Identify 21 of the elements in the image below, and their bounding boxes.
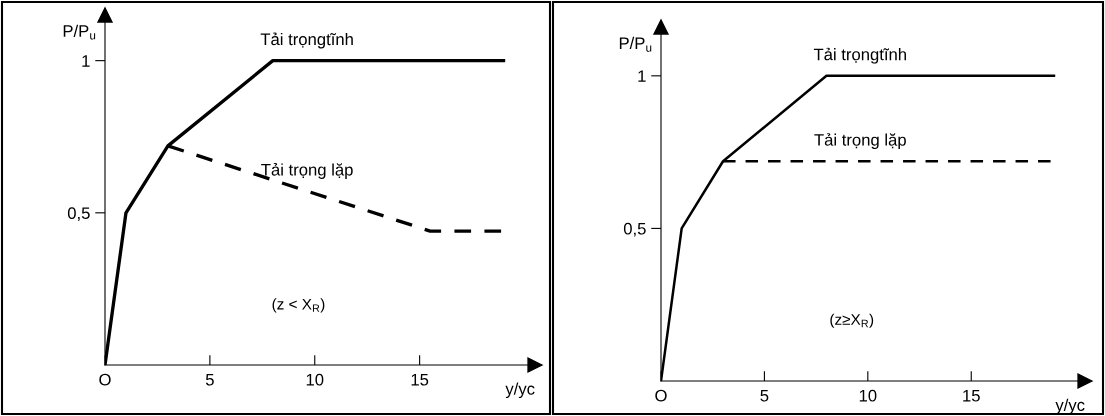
y-tick-label: 0,5 (623, 222, 646, 237)
annotation: (z≥X$_{R}$) (830, 313, 874, 328)
annotation: (z < X$_{R}$) (272, 298, 325, 313)
y-tick-label: 1 (638, 70, 646, 82)
x-axis-title: y/yc (505, 382, 535, 399)
x-tick-label: 5 (760, 389, 769, 402)
series-label: Tải trọngtĩnh (813, 47, 906, 64)
x-tick-label: 15 (411, 373, 429, 386)
y-tick-label: 0,5 (67, 207, 90, 221)
series-label: Tải trọng lặp (814, 133, 906, 150)
y-tick-label: 1 (82, 55, 90, 67)
series-label: Tải trọngtĩnh (260, 32, 353, 49)
y-axis-title: P/P$_{u}$ (63, 24, 96, 40)
series-label: Tải trọng lặp (261, 163, 353, 179)
x-tick-label: 5 (205, 373, 214, 386)
x-tick-label: O (99, 373, 111, 386)
x-tick-label: 15 (963, 389, 980, 402)
x-tick-label: 10 (859, 389, 877, 402)
x-tick-label: O (655, 389, 667, 402)
y-axis-title: P/P$_{u}$ (619, 36, 652, 52)
x-tick-label: 10 (306, 373, 324, 386)
